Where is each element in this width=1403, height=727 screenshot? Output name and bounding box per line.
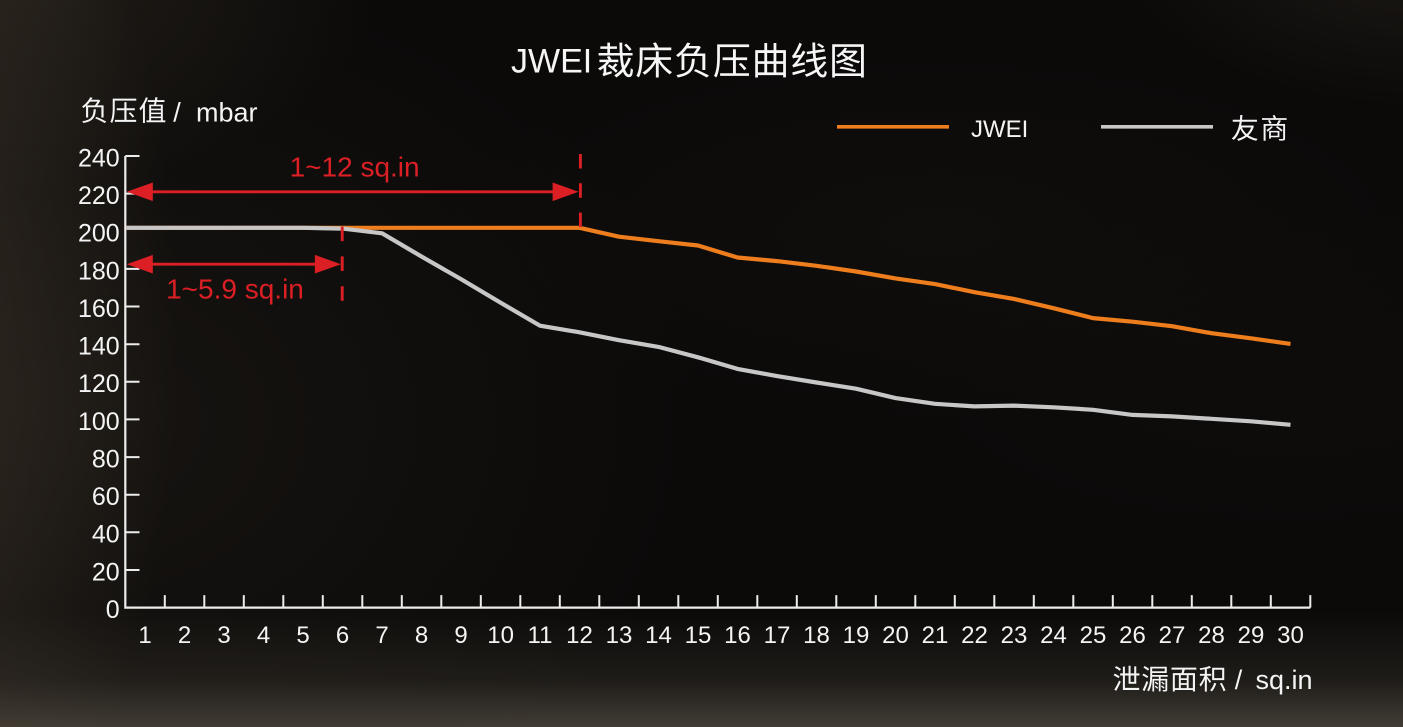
svg-text:30: 30 xyxy=(1277,622,1304,649)
svg-text:160: 160 xyxy=(78,295,120,323)
svg-text:7: 7 xyxy=(375,622,388,649)
svg-text:8: 8 xyxy=(415,622,428,649)
svg-text:11: 11 xyxy=(528,622,553,649)
svg-text:17: 17 xyxy=(764,622,791,649)
svg-text:23: 23 xyxy=(1001,622,1028,649)
svg-text:3: 3 xyxy=(217,622,230,649)
svg-text:28: 28 xyxy=(1198,622,1225,649)
svg-text:1~12 sq.in: 1~12 sq.in xyxy=(290,151,420,182)
svg-text:9: 9 xyxy=(454,622,467,649)
svg-text:sq.in: sq.in xyxy=(1256,665,1313,695)
svg-text:14: 14 xyxy=(645,622,672,649)
svg-text:1~5.9 sq.in: 1~5.9 sq.in xyxy=(166,273,304,304)
svg-text:/: / xyxy=(1235,665,1243,695)
svg-text:0: 0 xyxy=(106,596,120,624)
svg-text:100: 100 xyxy=(78,408,120,436)
svg-text:13: 13 xyxy=(606,622,633,649)
svg-text:26: 26 xyxy=(1119,622,1146,649)
svg-text:60: 60 xyxy=(92,483,120,511)
svg-text:220: 220 xyxy=(78,182,120,210)
svg-text:24: 24 xyxy=(1040,622,1067,649)
svg-text:29: 29 xyxy=(1238,622,1265,649)
svg-text:200: 200 xyxy=(78,220,120,248)
svg-text:mbar: mbar xyxy=(196,98,258,128)
svg-text:20: 20 xyxy=(92,558,120,586)
svg-text:6: 6 xyxy=(336,622,349,649)
svg-text:15: 15 xyxy=(685,622,712,649)
svg-text:40: 40 xyxy=(92,521,120,549)
svg-text:21: 21 xyxy=(922,622,949,649)
svg-text:10: 10 xyxy=(487,622,514,649)
svg-text:/: / xyxy=(173,98,181,128)
svg-text:16: 16 xyxy=(724,622,751,649)
svg-text:80: 80 xyxy=(92,446,120,474)
svg-text:JWEI: JWEI xyxy=(971,116,1028,143)
svg-text:18: 18 xyxy=(803,622,830,649)
svg-text:19: 19 xyxy=(843,622,870,649)
svg-text:12: 12 xyxy=(566,622,593,649)
svg-text:1: 1 xyxy=(138,622,151,649)
svg-text:240: 240 xyxy=(78,144,120,172)
svg-text:5: 5 xyxy=(296,622,309,649)
svg-text:120: 120 xyxy=(78,370,120,398)
svg-text:27: 27 xyxy=(1159,622,1186,649)
svg-text:2: 2 xyxy=(178,622,191,649)
svg-text:25: 25 xyxy=(1080,622,1107,649)
svg-text:JWEI: JWEI xyxy=(511,42,592,80)
svg-text:20: 20 xyxy=(882,622,909,649)
svg-text:180: 180 xyxy=(78,257,120,285)
svg-text:4: 4 xyxy=(257,622,270,649)
svg-text:140: 140 xyxy=(78,333,120,361)
svg-text:22: 22 xyxy=(961,622,988,649)
